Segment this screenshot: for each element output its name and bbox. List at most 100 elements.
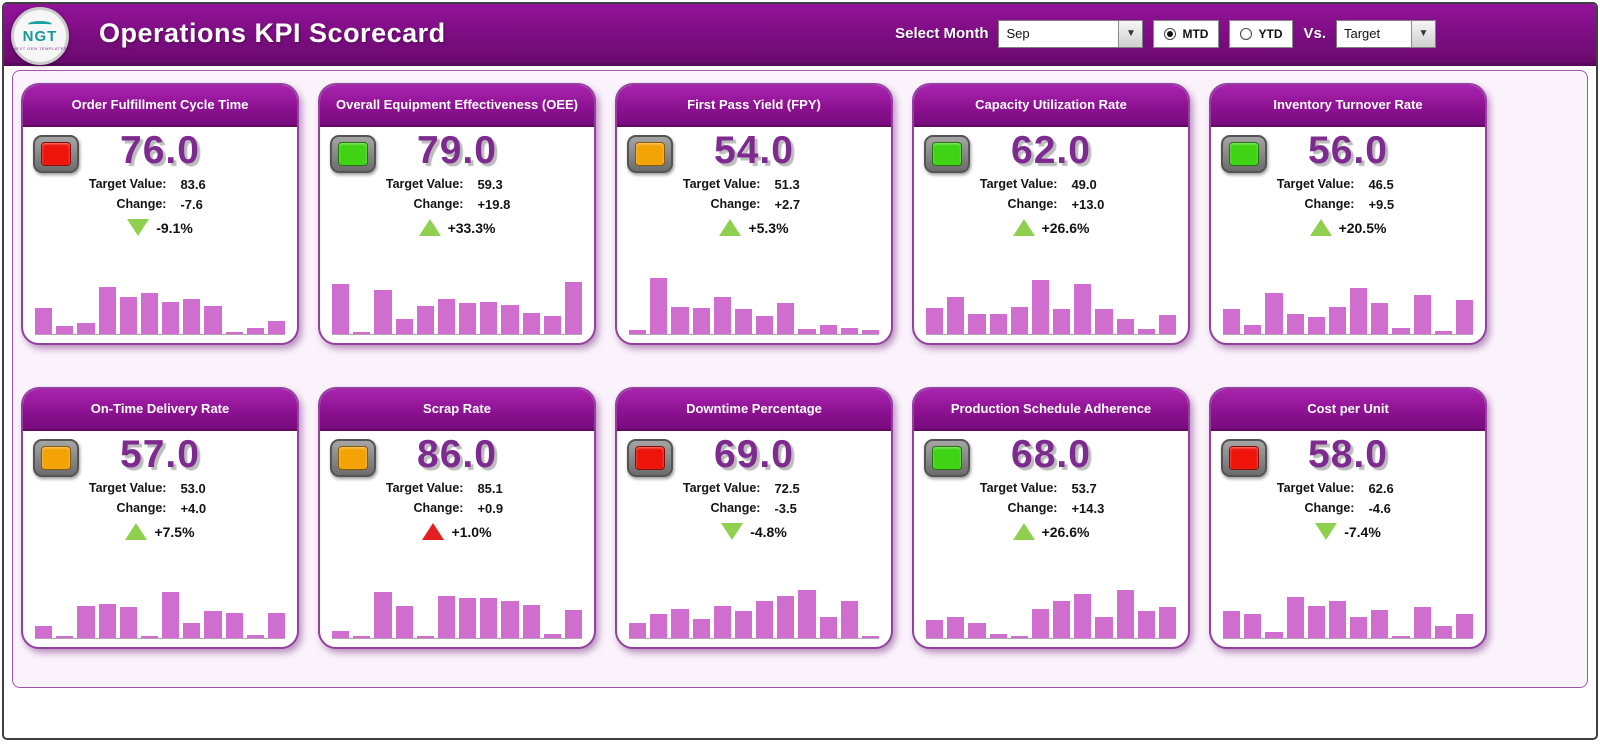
chart-bar (1392, 328, 1410, 334)
ytd-radio-circle[interactable] (1240, 27, 1253, 40)
trend-arrow-icon (418, 219, 441, 237)
chart-bar (756, 316, 774, 334)
chart-bar (734, 611, 753, 638)
trend-bar-chart (1223, 579, 1474, 639)
mtd-radio[interactable]: MTD (1153, 19, 1220, 48)
mtd-radio-label: MTD (1182, 26, 1209, 41)
kpi-card: Downtime Percentage 69.0 Target Value: 7… (615, 387, 893, 649)
chart-bar (650, 614, 668, 638)
chart-bar (35, 626, 53, 638)
kpi-card: On-Time Delivery Rate 57.0 Target Value:… (21, 387, 299, 649)
status-light-icon (924, 135, 970, 173)
trend-percent: +1.0% (451, 523, 492, 540)
trend-arrow-icon (125, 523, 148, 541)
chart-bar (1074, 593, 1092, 638)
change-value: +19.8 (477, 196, 511, 212)
trend-bar-chart (332, 275, 583, 335)
status-light-icon (330, 135, 376, 173)
month-dropdown[interactable]: Sep ▼ (998, 19, 1144, 48)
status-light-icon (924, 439, 970, 477)
chart-bar (861, 635, 880, 638)
dropdown-arrow-icon[interactable]: ▼ (1118, 20, 1143, 47)
target-label: Target Value: (682, 177, 761, 192)
kpi-value: 58.0 (1308, 433, 1388, 476)
chart-bar (1413, 295, 1431, 334)
trend-indicator: +7.5% (23, 522, 297, 542)
kpi-card-body: 56.0 Target Value: 46.5 Change: +9.5 +20… (1211, 127, 1485, 343)
ytd-radio[interactable]: YTD (1229, 19, 1294, 48)
change-row: Change: +0.9 (320, 501, 594, 516)
chart-bar (1286, 313, 1304, 334)
chart-bar (374, 591, 392, 638)
status-light-icon (1221, 439, 1267, 477)
target-label: Target Value: (1276, 177, 1355, 192)
chart-bar (98, 603, 116, 638)
month-dropdown-value: Sep (1006, 26, 1030, 41)
kpi-card: Cost per Unit 58.0 Target Value: 62.6 Ch… (1209, 387, 1487, 649)
vs-dropdown-value: Target (1344, 26, 1381, 41)
kpi-card-body: 62.0 Target Value: 49.0 Change: +13.0 +2… (914, 127, 1188, 343)
chart-bar (798, 329, 816, 334)
change-row: Change: -4.6 (1211, 501, 1485, 516)
vs-dropdown[interactable]: Target ▼ (1336, 19, 1436, 48)
change-row: Change: +9.5 (1211, 197, 1485, 212)
kpi-card-body: 86.0 Target Value: 85.1 Change: +0.9 +1.… (320, 431, 594, 647)
chart-bar (395, 319, 413, 334)
trend-percent: -4.8% (750, 523, 787, 540)
kpi-value: 86.0 (417, 433, 497, 476)
chart-bar (777, 303, 795, 334)
kpi-card-row-2: On-Time Delivery Rate 57.0 Target Value:… (21, 387, 1587, 649)
chart-bar (267, 321, 286, 334)
mtd-radio-circle[interactable] (1164, 27, 1177, 40)
kpi-value: 62.0 (1011, 129, 1091, 172)
dropdown-arrow-icon[interactable]: ▼ (1411, 20, 1435, 47)
logo-text: NGT (22, 28, 58, 45)
change-row: Change: +14.3 (914, 501, 1188, 516)
target-row: Target Value: 46.5 (1211, 177, 1485, 192)
chart-bar (671, 306, 689, 334)
chart-bar (629, 330, 647, 334)
trend-indicator: +1.0% (320, 522, 594, 542)
trend-bar-chart (629, 579, 880, 639)
chart-bar (926, 308, 944, 334)
target-label: Target Value: (88, 177, 167, 192)
chart-bar (437, 298, 456, 334)
change-label: Change: (710, 197, 761, 212)
kpi-value: 69.0 (714, 433, 794, 476)
change-value: -3.5 (774, 500, 797, 516)
chart-bar (543, 634, 561, 638)
target-label: Target Value: (385, 177, 464, 192)
target-label: Target Value: (1276, 481, 1355, 496)
chart-bar (1328, 307, 1347, 334)
chart-bar (564, 609, 583, 638)
target-value: 62.6 (1368, 480, 1394, 496)
target-row: Target Value: 62.6 (1211, 481, 1485, 496)
trend-indicator: +33.3% (320, 218, 594, 238)
chart-bar (332, 284, 350, 334)
chart-bar (77, 323, 95, 334)
status-light-color (41, 446, 71, 470)
chart-bar (989, 634, 1007, 638)
header-bar: NGT NEXT GEN TEMPLATES Operations KPI Sc… (4, 4, 1596, 66)
select-month-label: Select Month (895, 25, 989, 42)
trend-arrow-icon (127, 219, 150, 237)
chart-bar (968, 313, 986, 334)
dashboard-panel: Order Fulfillment Cycle Time 76.0 Target… (12, 70, 1588, 688)
chart-bar (798, 589, 816, 638)
status-light-color (932, 142, 962, 166)
chart-bar (1158, 315, 1177, 334)
status-light-color (635, 142, 665, 166)
chart-bar (395, 605, 413, 638)
chart-bar (1455, 614, 1474, 638)
ytd-radio-label: YTD (1258, 26, 1283, 41)
change-row: Change: -3.5 (617, 501, 891, 516)
trend-indicator: +26.6% (914, 522, 1188, 542)
trend-percent: +20.5% (1338, 219, 1387, 236)
chart-bar (1371, 303, 1389, 334)
target-value: 72.5 (774, 480, 800, 496)
chart-bar (1392, 635, 1410, 638)
status-light-icon (1221, 135, 1267, 173)
chart-bar (1434, 626, 1452, 638)
chart-bar (353, 635, 371, 638)
